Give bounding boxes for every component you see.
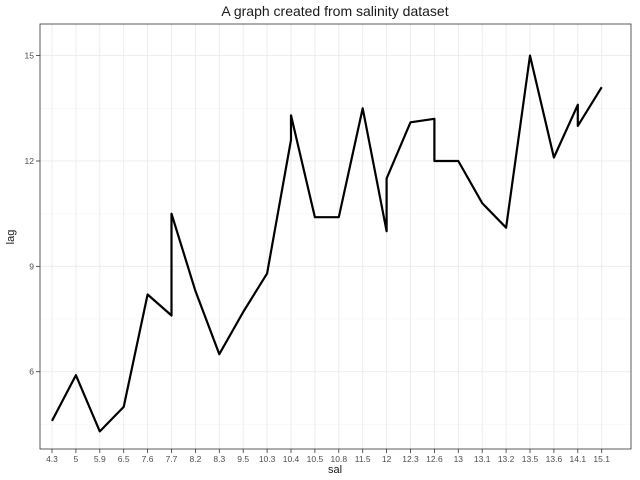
x-tick-label: 6.5	[118, 454, 130, 464]
x-tick-label: 8.2	[189, 454, 201, 464]
x-tick-label: 7.7	[166, 454, 178, 464]
x-tick-label: 9.5	[237, 454, 249, 464]
x-tick-label: 11.5	[355, 454, 371, 464]
x-tick-label: 13.2	[498, 454, 515, 464]
series-line	[51, 54, 603, 433]
y-axis-title: lag	[5, 230, 17, 245]
x-tick-label: 8.3	[213, 454, 225, 464]
x-tick-label: 15.1	[593, 454, 610, 464]
y-axis: 6 9 12 15	[25, 51, 40, 377]
plot-panel	[39, 23, 632, 450]
x-tick-label: 14.1	[570, 454, 587, 464]
x-axis: 4.3 5 5.9 6.5 7.6 7.7 8.2 8.3 9.5 10.3 10.4 10.5 10.…	[46, 449, 610, 464]
x-tick-label: 13	[454, 454, 464, 464]
y-tick-label: 9	[29, 261, 34, 271]
x-axis-title: sal	[328, 464, 342, 476]
x-tick-label: 4.3	[46, 454, 58, 464]
y-tick-label: 12	[25, 156, 35, 166]
x-tick-label: 12	[382, 454, 392, 464]
x-tick-label: 7.6	[142, 454, 154, 464]
chart-title: A graph created from salinity dataset	[221, 3, 448, 19]
x-tick-label: 5	[74, 454, 79, 464]
x-tick-label: 5.9	[94, 454, 106, 464]
x-tick-label: 13.1	[474, 454, 491, 464]
y-tick-label: 6	[29, 367, 34, 377]
x-tick-label: 10.4	[283, 454, 300, 464]
y-tick-label: 15	[25, 51, 35, 61]
x-tick-label: 12.3	[402, 454, 419, 464]
x-tick-label: 10.3	[259, 454, 276, 464]
series-layer	[51, 54, 603, 433]
x-tick-label: 10.8	[331, 454, 348, 464]
x-tick-label: 13.6	[546, 454, 563, 464]
x-tick-label: 12.6	[426, 454, 443, 464]
x-tick-label: 10.5	[307, 454, 324, 464]
x-tick-label: 13.5	[522, 454, 539, 464]
